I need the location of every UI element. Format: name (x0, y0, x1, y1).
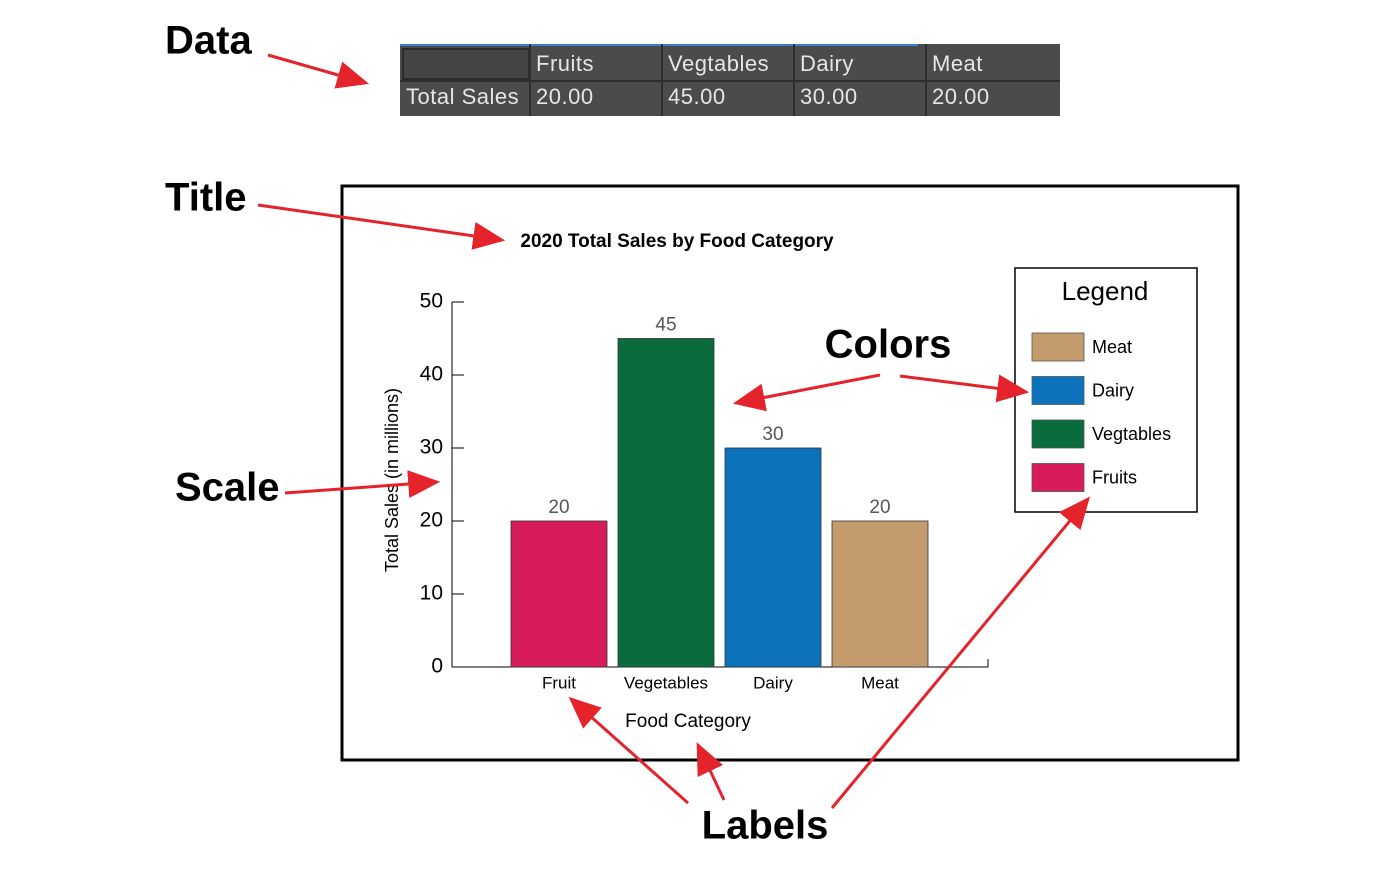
table-header: Dairy (800, 51, 854, 76)
chart-frame (340, 184, 1240, 762)
legend: Meat Dairy Vegtables Fruits (1031, 332, 1171, 492)
arrow (899, 374, 1030, 403)
legend-label: Fruits (1092, 467, 1137, 487)
plot: 0 10 20 30 40 50 20 Fruit 45 Vegetables 30 Dairy 20 M… (420, 290, 989, 692)
arrow (732, 373, 881, 412)
legend-label: Vegtables (1092, 424, 1171, 444)
chart-title: 2020 Total Sales by Food Category (520, 231, 834, 252)
value-label: 20 (869, 497, 890, 518)
arrow (830, 496, 1091, 809)
arrow (284, 470, 441, 499)
annotation: Title (165, 176, 247, 220)
y-tick-label: 10 (420, 582, 443, 605)
x-axis-label: Food Category (625, 711, 751, 732)
value-label: 45 (655, 315, 676, 336)
annotation: Scale (175, 466, 280, 510)
legend-label: Meat (1092, 337, 1132, 357)
x-tick-label: Meat (861, 673, 899, 692)
y-tick-label: 20 (420, 509, 443, 532)
value-label: 30 (762, 424, 783, 445)
arrow (257, 203, 506, 250)
annotation: Labels (702, 804, 829, 848)
legend-label: Dairy (1092, 380, 1134, 400)
x-tick-label: Fruit (542, 673, 576, 692)
corner-cell (402, 48, 530, 80)
bar (831, 520, 929, 668)
arrows (257, 53, 1091, 809)
legend-swatch (1031, 463, 1085, 492)
table-header: Fruits (536, 51, 594, 76)
legend-swatch (1031, 332, 1085, 362)
legend-title: Legend (1062, 276, 1149, 306)
y-tick-label: 50 (420, 290, 443, 313)
arrow (696, 742, 726, 801)
bar (510, 520, 608, 668)
table-header: Meat (932, 51, 983, 76)
legend-swatch (1031, 419, 1085, 449)
value-label: 20 (548, 497, 569, 518)
arrow (267, 53, 370, 89)
table-cell: 20.00 (932, 84, 990, 109)
arrow (568, 696, 689, 805)
table: Fruits Vegtables Dairy Meat Total Sales 20.00… (400, 44, 1060, 116)
x-tick-label: Vegetables (624, 673, 708, 692)
annotation: Data (165, 19, 252, 63)
bar (617, 338, 715, 668)
table-cell: 20.00 (536, 84, 594, 109)
annotation: Colors (825, 323, 952, 367)
y-tick-label: 40 (420, 363, 443, 386)
bar (724, 447, 822, 668)
x-tick-label: Dairy (753, 673, 793, 692)
y-axis-label: Total Sales (in millions) (382, 388, 402, 572)
legend-swatch (1031, 376, 1085, 405)
table-cell: 45.00 (668, 84, 726, 109)
table-header: Vegtables (668, 51, 769, 76)
y-tick-label: 30 (420, 436, 443, 459)
row-label: Total Sales (406, 84, 519, 109)
table-cell: 30.00 (800, 84, 858, 109)
y-tick-label: 0 (431, 655, 443, 678)
